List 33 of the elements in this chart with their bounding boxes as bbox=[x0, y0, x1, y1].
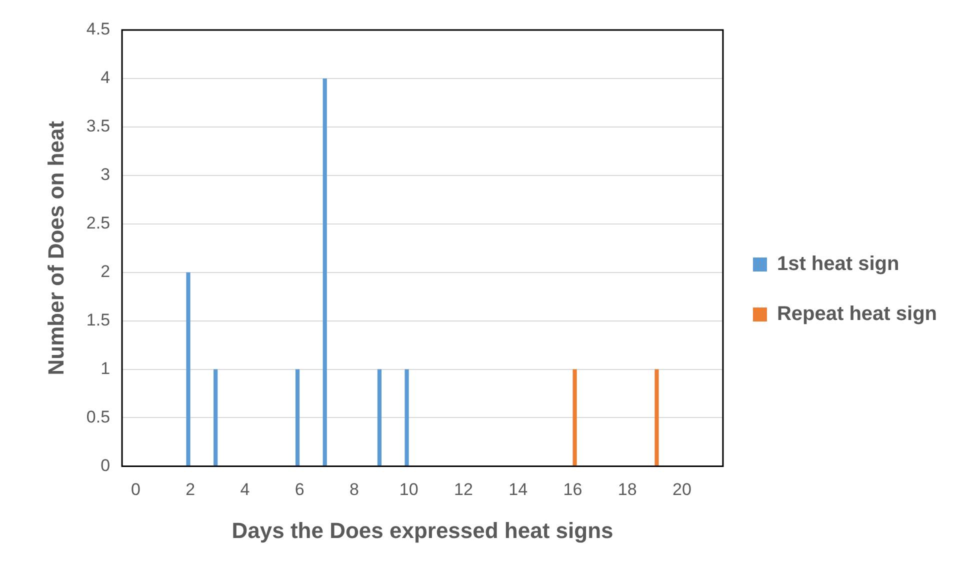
y-tick-label: 2.5 bbox=[86, 214, 110, 233]
y-tick-label: 1.5 bbox=[86, 310, 110, 330]
y-axis-title: Number of Does on heat bbox=[43, 120, 68, 376]
x-tick-label: 12 bbox=[454, 480, 473, 500]
y-tick-label: 3 bbox=[100, 165, 110, 184]
x-tick-label: 18 bbox=[618, 480, 637, 500]
y-tick-label: 2 bbox=[100, 262, 110, 282]
y-tick-label: 1 bbox=[100, 358, 110, 378]
y-tick-label: 4.5 bbox=[86, 20, 110, 39]
y-tick-label: 3.5 bbox=[86, 116, 110, 136]
x-tick-label: 16 bbox=[563, 480, 582, 500]
bar bbox=[404, 369, 409, 466]
legend-label: 1st heat sign bbox=[776, 253, 900, 276]
x-tick-label: 4 bbox=[240, 480, 250, 500]
bar bbox=[572, 369, 577, 466]
x-axis-title: Days the Does expressed heat signs bbox=[232, 518, 614, 543]
bar bbox=[322, 78, 327, 466]
x-tick-label: 10 bbox=[399, 480, 418, 500]
bar bbox=[654, 369, 659, 466]
x-tick-label: 14 bbox=[508, 480, 528, 500]
x-tick-label: 6 bbox=[294, 480, 304, 500]
y-tick-label: 0.5 bbox=[86, 407, 110, 426]
x-tick-label: 0 bbox=[130, 480, 140, 500]
y-tick-label: 4 bbox=[100, 68, 110, 88]
bar bbox=[214, 369, 218, 466]
bar bbox=[186, 272, 190, 466]
x-tick-label: 8 bbox=[349, 480, 359, 500]
y-tick-label: 0 bbox=[100, 456, 110, 475]
bar bbox=[377, 369, 382, 466]
x-tick-label: 20 bbox=[672, 480, 692, 500]
bar bbox=[295, 369, 300, 466]
x-tick-label: 2 bbox=[186, 480, 196, 500]
legend-label: Repeat heat sign bbox=[776, 303, 938, 326]
